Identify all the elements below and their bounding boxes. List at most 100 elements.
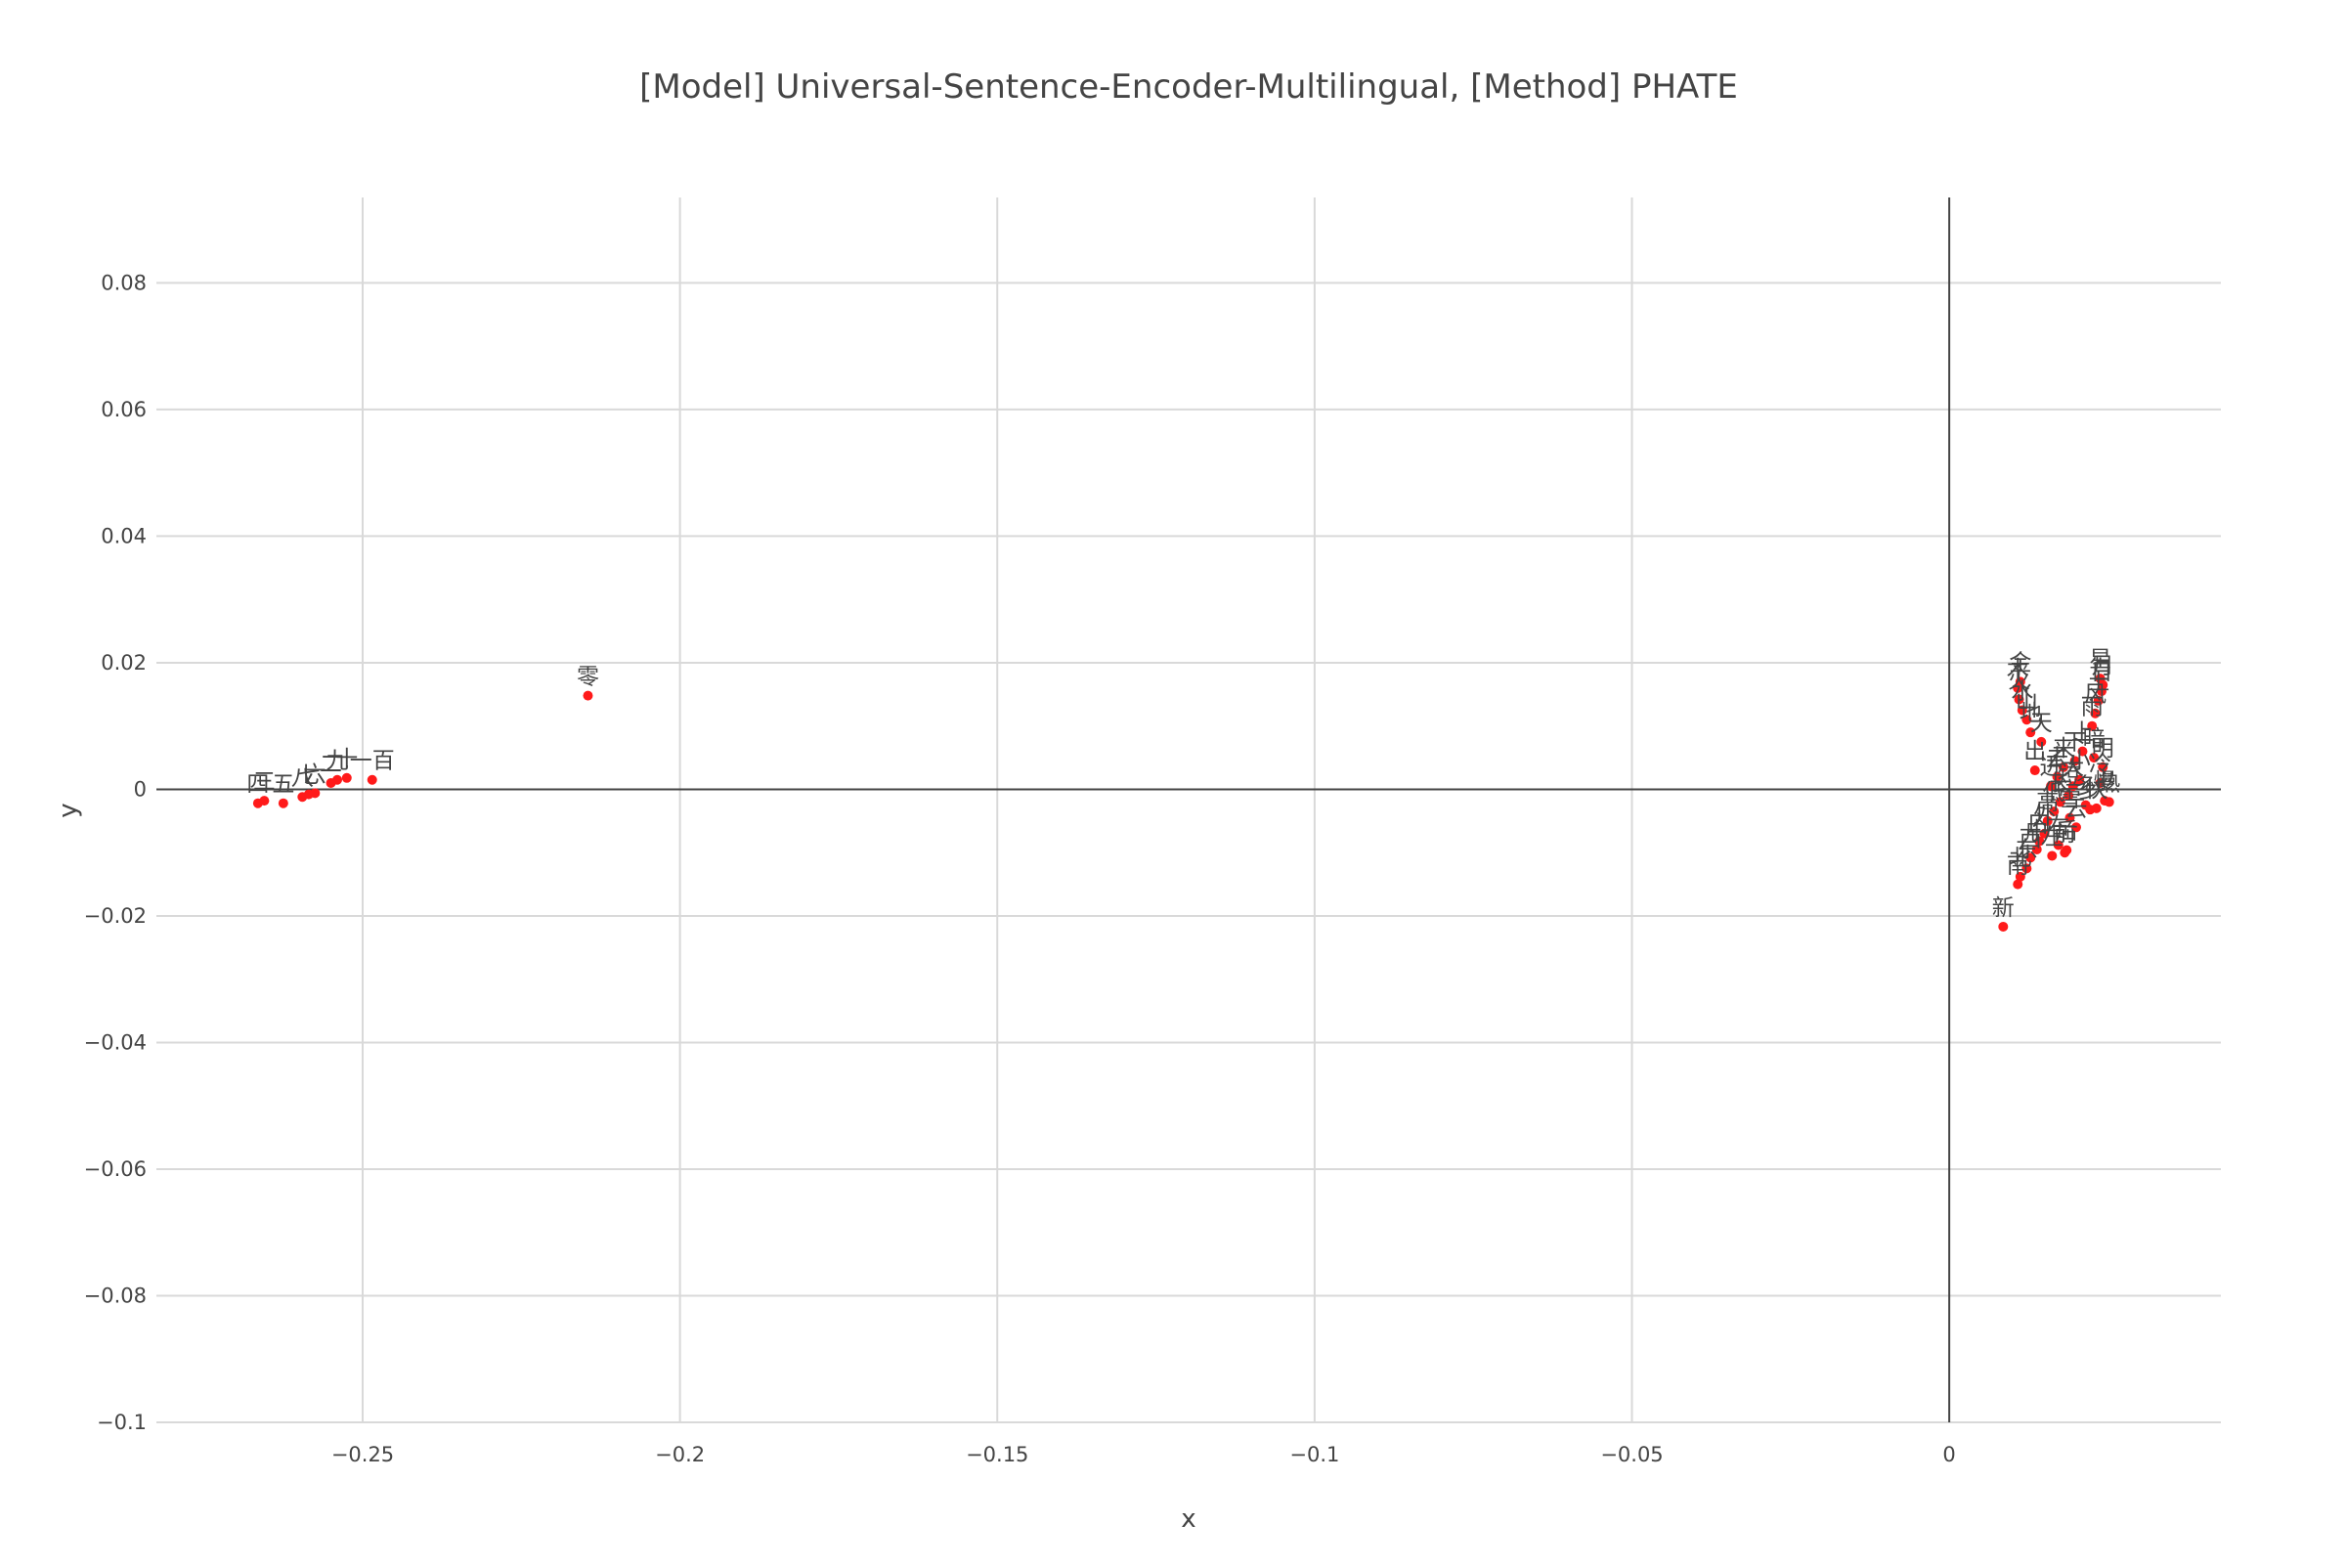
data-point — [2064, 812, 2075, 823]
data-point — [2098, 762, 2108, 772]
point-label: 来 — [2052, 736, 2074, 762]
data-point — [278, 798, 288, 808]
data-point — [2077, 746, 2088, 757]
point-label: 多 — [2074, 774, 2097, 800]
data-point — [2029, 765, 2040, 776]
point-label: 快 — [2085, 777, 2107, 803]
zero-lines — [156, 197, 2221, 1422]
point-label: 进 — [2040, 755, 2063, 780]
point-label: 日 — [2090, 660, 2112, 685]
y-tick-label: 0.04 — [101, 524, 147, 547]
x-axis-title: x — [1181, 1504, 1195, 1534]
point-label: 外 — [2033, 803, 2056, 828]
point-label: 地 — [2020, 701, 2042, 726]
point-label: 左 — [2041, 824, 2064, 849]
data-point — [2058, 762, 2068, 772]
point-label: 雨 — [2081, 695, 2104, 720]
point-label: 八 — [291, 765, 314, 791]
y-axis-title: y — [54, 803, 83, 817]
data-point — [2036, 736, 2047, 747]
data-point — [2087, 720, 2098, 731]
data-point — [2070, 822, 2081, 833]
point-label: 九 — [326, 749, 349, 774]
point-label: 长 — [2049, 770, 2071, 796]
data-points — [252, 674, 2114, 932]
data-point — [332, 774, 343, 785]
point-label: 出 — [2023, 739, 2046, 764]
point-label: 四 — [246, 772, 269, 798]
point-label: 六 — [304, 762, 326, 787]
data-point — [2095, 777, 2106, 788]
data-point — [2013, 879, 2023, 890]
data-point — [2052, 771, 2063, 782]
data-point — [2017, 705, 2027, 716]
chart-title: [Model] Universal-Sentence-Encoder-Multi… — [639, 67, 1738, 107]
point-label: 五 — [272, 772, 294, 798]
data-point — [1998, 921, 2009, 932]
point-label: 北 — [2009, 846, 2031, 871]
point-label: 小 — [2068, 749, 2091, 774]
point-label: 一百 — [350, 749, 395, 774]
point-label: 零 — [577, 665, 599, 690]
point-label: 二 — [320, 752, 342, 777]
point-label: 后 — [2056, 819, 2078, 845]
data-point — [2089, 753, 2100, 763]
point-label: 热 — [2098, 770, 2120, 796]
point-label: 星 — [2089, 647, 2111, 673]
data-point — [2104, 797, 2114, 807]
x-tick-label: −0.15 — [966, 1443, 1028, 1466]
data-point — [2015, 676, 2025, 687]
data-point — [2095, 674, 2106, 684]
point-label: 天 — [2030, 711, 2053, 736]
data-point — [2025, 852, 2036, 863]
y-tick-label: 0 — [134, 777, 147, 801]
data-point — [2055, 797, 2065, 807]
point-label: 七 — [297, 763, 320, 789]
point-label: 云 — [2064, 796, 2087, 821]
data-point — [2053, 840, 2064, 850]
point-label: 下 — [2064, 729, 2086, 755]
tick-labels: −0.25 −0.2 −0.15 −0.1 −0.05 0 0.08 0.06 0.04 0.02… — [84, 271, 1956, 1466]
data-point — [2069, 756, 2080, 766]
point-label: 上 — [2071, 720, 2094, 746]
data-point — [583, 690, 593, 701]
y-tick-label: 0.08 — [101, 271, 147, 294]
data-point — [2039, 828, 2050, 839]
x-tick-label: −0.1 — [1289, 1443, 1339, 1466]
x-tick-label: −0.05 — [1600, 1443, 1663, 1466]
y-tick-label: −0.06 — [84, 1157, 147, 1181]
point-label: 新 — [1992, 895, 2015, 921]
point-label: 西 — [2020, 826, 2042, 851]
data-point — [2015, 871, 2025, 882]
data-point — [2062, 845, 2072, 855]
y-tick-label: −0.08 — [84, 1284, 147, 1307]
point-label: 南 — [2007, 853, 2029, 879]
point-label: 山 — [2016, 688, 2038, 714]
point-label: 前 — [2054, 821, 2076, 847]
x-tick-label: −0.25 — [331, 1443, 394, 1466]
data-point — [2074, 774, 2085, 785]
point-label: 十 — [335, 747, 358, 772]
point-label: 明 — [2092, 736, 2114, 762]
point-label: 右 — [2047, 813, 2069, 839]
y-tick-label: 0.02 — [101, 651, 147, 675]
x-tick-label: −0.2 — [655, 1443, 705, 1466]
data-point — [2047, 850, 2058, 861]
y-tick-label: −0.02 — [84, 904, 147, 928]
data-point — [2014, 694, 2024, 705]
data-point — [2031, 844, 2042, 854]
point-label: 高 — [2036, 790, 2059, 815]
data-point — [341, 772, 352, 783]
point-label: 土 — [2087, 670, 2109, 695]
data-point — [2049, 806, 2060, 817]
data-point — [2021, 715, 2032, 725]
x-tick-label: 0 — [1942, 1443, 1955, 1466]
y-tick-label: −0.04 — [84, 1030, 147, 1054]
point-label: 去 — [2046, 746, 2068, 771]
data-point — [2064, 790, 2074, 801]
point-label: 慢 — [2094, 769, 2116, 795]
data-point — [310, 788, 321, 799]
data-point — [2025, 727, 2036, 738]
